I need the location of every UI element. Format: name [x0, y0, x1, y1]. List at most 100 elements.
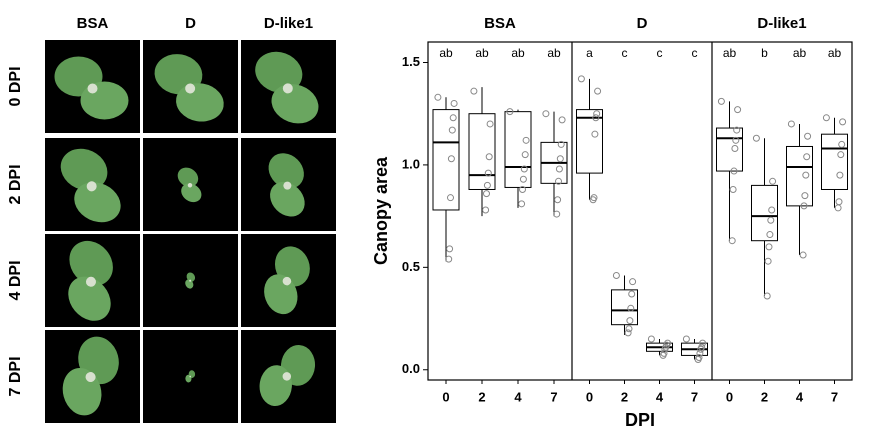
box [468, 113, 496, 190]
stem [283, 181, 292, 190]
data-point [486, 120, 494, 128]
data-point [730, 167, 738, 175]
seedling [264, 246, 310, 315]
data-point [822, 114, 830, 122]
facet-label: BSA [484, 15, 516, 32]
data-point [696, 349, 704, 357]
leaf [268, 153, 304, 189]
seedling [259, 345, 316, 406]
data-point [626, 317, 634, 325]
data-point [659, 351, 667, 359]
seedling [54, 56, 129, 120]
data-point [483, 181, 491, 189]
data-point [682, 335, 690, 343]
leaf [60, 148, 108, 191]
data-point [519, 185, 526, 193]
leaf [270, 181, 305, 217]
x-tick-label: 2 [478, 389, 485, 404]
data-point [450, 99, 458, 107]
box [751, 184, 778, 242]
x-tick-label: 4 [656, 389, 664, 404]
data-point [697, 345, 705, 353]
group-letter: c [622, 46, 628, 60]
data-point [484, 169, 492, 177]
seedling [185, 370, 196, 383]
data-point [555, 177, 562, 185]
box [821, 133, 848, 190]
group-letter: ab [723, 46, 737, 60]
leaf [181, 183, 202, 203]
box [432, 109, 460, 211]
row-label: 2 DPI [7, 164, 24, 204]
x-tick-label: 4 [796, 389, 804, 404]
stem [87, 83, 98, 94]
plot-frame [427, 41, 853, 381]
data-point [699, 339, 707, 347]
leaf [177, 167, 199, 187]
data-point [577, 75, 585, 83]
data-point [592, 114, 600, 122]
data-point [447, 155, 455, 163]
x-tick-label: 7 [831, 389, 838, 404]
data-point [835, 198, 843, 206]
data-point [728, 237, 736, 245]
data-point [732, 136, 740, 144]
data-point [625, 325, 633, 333]
y-axis-title: Canopy area [371, 156, 391, 265]
leaf [74, 182, 121, 223]
stem [85, 276, 96, 287]
y-tick-label: 0.0 [402, 361, 420, 376]
data-point [522, 136, 530, 144]
data-point [765, 243, 773, 251]
data-point [446, 245, 454, 253]
stem [185, 83, 196, 94]
facet-label: D [637, 15, 648, 32]
x-tick-label: 7 [550, 389, 557, 404]
row-label: 7 DPI [7, 356, 24, 396]
y-tick-label: 1.0 [402, 156, 420, 171]
data-point [557, 140, 565, 148]
box [716, 127, 743, 172]
data-point [661, 345, 669, 353]
data-point [767, 216, 775, 224]
data-point [520, 165, 528, 173]
data-point [629, 278, 637, 286]
y-tick-label: 1.5 [402, 54, 420, 69]
data-point [434, 93, 442, 101]
x-tick-label: 2 [621, 389, 628, 404]
data-point [624, 329, 632, 337]
data-point [764, 257, 772, 265]
data-point [483, 190, 490, 198]
facet-label: D-like1 [757, 15, 806, 32]
seedling [68, 240, 113, 321]
data-point [470, 87, 478, 95]
x-axis-title: DPI [625, 410, 655, 430]
data-point [804, 132, 812, 140]
group-letter: ab [547, 46, 561, 60]
group-letter: c [692, 46, 698, 60]
x-tick-label: 2 [761, 389, 768, 404]
data-point [558, 116, 566, 124]
data-point [799, 251, 807, 259]
group-letter: ab [475, 46, 489, 60]
stem [85, 372, 96, 383]
group-letter: ab [511, 46, 525, 60]
data-point [589, 196, 597, 204]
group-letter: a [586, 46, 593, 60]
data-point [554, 196, 562, 204]
stem [86, 181, 97, 192]
data-point [628, 290, 636, 298]
row-label: 4 DPI [7, 260, 24, 300]
box [504, 111, 532, 188]
data-point [801, 192, 809, 200]
row-label: 0 DPI [7, 66, 24, 106]
data-point [836, 171, 844, 179]
data-point [555, 165, 563, 173]
data-point [485, 153, 493, 161]
seedling [154, 54, 224, 122]
seedling [62, 336, 119, 416]
seedling [268, 153, 305, 217]
data-point [448, 126, 456, 134]
data-point [556, 155, 564, 163]
data-point [733, 126, 741, 134]
